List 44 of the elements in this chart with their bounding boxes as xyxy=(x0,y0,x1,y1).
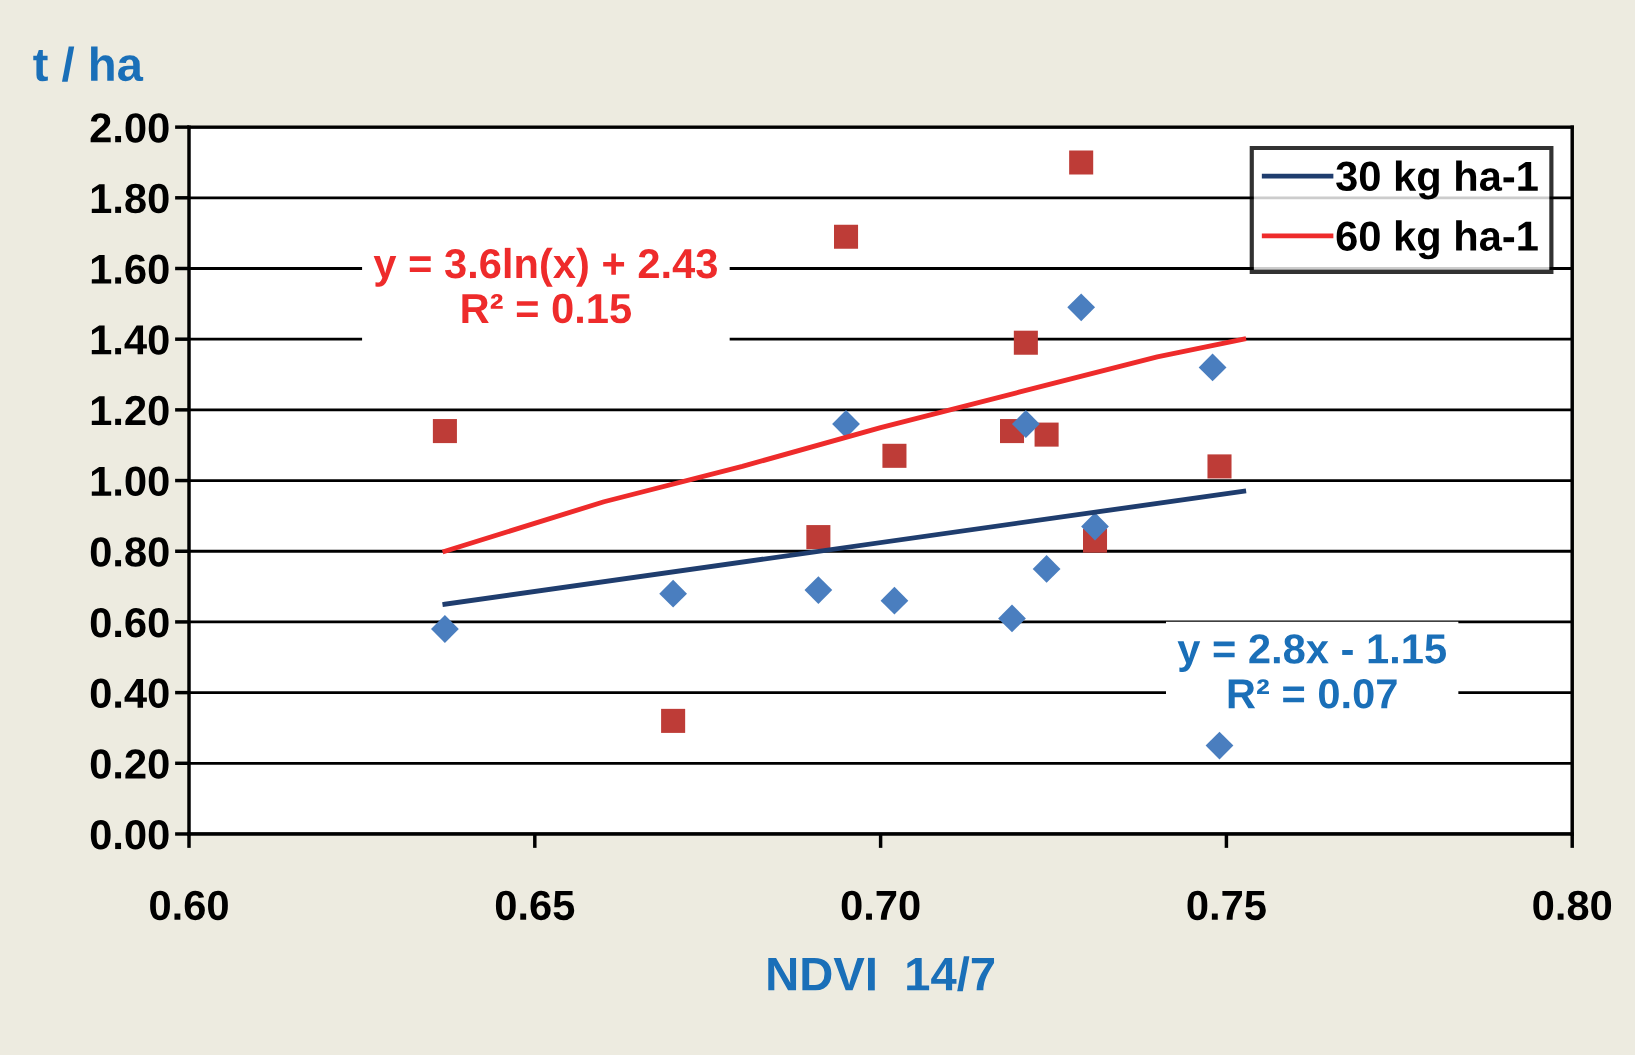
x-tick-label: 0.70 xyxy=(841,890,920,921)
point xyxy=(431,615,459,643)
point xyxy=(1011,410,1040,438)
y-tick-label: 1.80 xyxy=(91,183,169,214)
x-tick-label: 0.60 xyxy=(150,890,228,921)
point xyxy=(1013,330,1038,355)
y-tick-label: 0.20 xyxy=(90,749,169,779)
y-tick-label: 0.80 xyxy=(90,537,169,567)
line-series xyxy=(442,336,1247,554)
x-tick-label: 0.65 xyxy=(495,890,575,921)
y-tick-label: 0.40 xyxy=(90,678,169,709)
point xyxy=(832,410,860,438)
y-tick-label: 2.00 xyxy=(90,113,169,143)
point xyxy=(804,576,833,604)
point xyxy=(1069,150,1094,175)
y-tick-label: 1.00 xyxy=(91,466,169,497)
annotation: y = 2.8x - 1.15 R² = 0.07 xyxy=(1177,634,1446,709)
point xyxy=(1034,422,1059,447)
point xyxy=(1081,512,1109,541)
x-tick-label: 0.80 xyxy=(1533,890,1612,921)
y-tick-label: 1.20 xyxy=(91,395,169,426)
y-tick-label: 1.40 xyxy=(91,325,169,355)
y-tick-label: 0.00 xyxy=(90,819,169,850)
point xyxy=(1207,454,1232,479)
point xyxy=(1205,731,1234,760)
legend-label: 60 kg ha-1 xyxy=(1336,220,1538,260)
x-axis-title: NDVI 14/7 xyxy=(768,956,995,992)
point xyxy=(806,525,831,550)
point xyxy=(1067,293,1096,322)
annotation: y = 3.6ln(x) + 2.43 R² = 0.15 xyxy=(373,247,717,324)
y-tick-label: 1.60 xyxy=(91,254,169,285)
y-axis-title: t / ha xyxy=(33,46,144,82)
point xyxy=(659,579,688,608)
point xyxy=(1032,555,1061,583)
point xyxy=(432,419,457,444)
point xyxy=(882,443,907,468)
point xyxy=(834,224,859,249)
y-tick-label: 0.60 xyxy=(90,607,169,638)
point xyxy=(661,708,686,733)
x-tick-label: 0.75 xyxy=(1187,890,1266,921)
legend-label: 30 kg ha-1 xyxy=(1336,160,1538,200)
point xyxy=(880,586,909,615)
point xyxy=(998,604,1026,633)
point xyxy=(1198,353,1227,382)
